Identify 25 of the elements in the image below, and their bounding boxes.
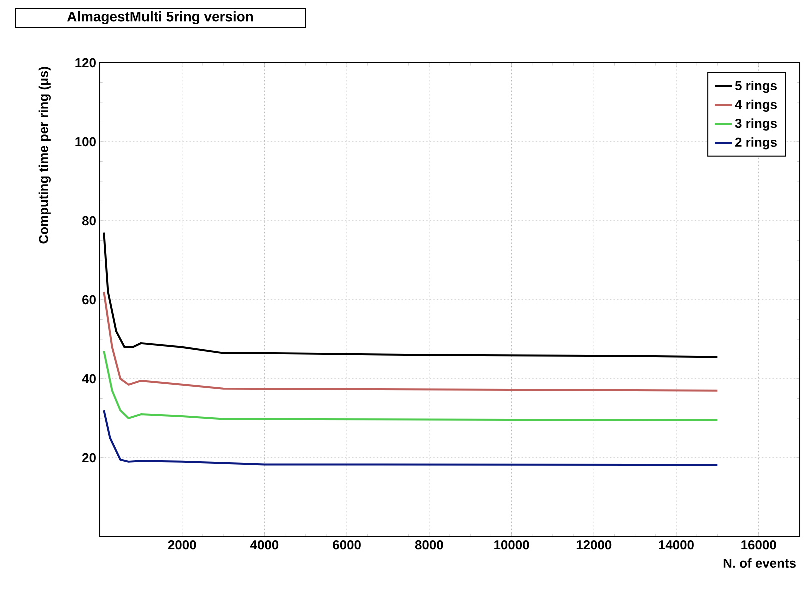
y-tick-label: 40	[82, 374, 96, 384]
legend-label: 4 rings	[735, 100, 777, 112]
line-series	[103, 291, 719, 392]
x-tick-label: 4000	[250, 540, 279, 550]
line-series	[103, 410, 719, 466]
x-tick-label: 2000	[168, 540, 196, 550]
x-tick-label: 16000	[742, 540, 776, 550]
line-series	[103, 232, 719, 358]
y-tick-label: 120	[76, 58, 96, 68]
x-tick-label: 14000	[659, 540, 694, 550]
x-tick-label: 6000	[333, 540, 361, 550]
y-axis-title: Computing time per ring (μs)	[38, 67, 51, 244]
legend-label: 3 rings	[735, 118, 777, 131]
legend-label: 2 rings	[736, 138, 777, 150]
y-tick-label: 100	[76, 137, 96, 147]
x-tick-label: 8000	[415, 540, 444, 550]
y-tick-label: 20	[82, 453, 96, 463]
x-tick-label: 10000	[494, 540, 530, 550]
x-tick-label: 12000	[576, 540, 612, 550]
y-tick-label: 60	[82, 295, 96, 305]
line-series	[103, 350, 719, 422]
legend-label: 5 rings	[735, 80, 777, 94]
y-tick-label: 80	[82, 216, 96, 226]
x-axis-title: N. of events	[724, 558, 796, 568]
chart-title: AlmagestMulti 5ring version	[67, 11, 254, 25]
